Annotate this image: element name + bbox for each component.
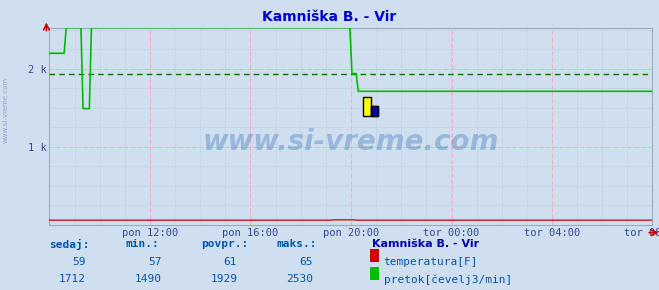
- Text: sedaj:: sedaj:: [49, 239, 90, 250]
- Text: 61: 61: [224, 257, 237, 267]
- Text: 1929: 1929: [210, 274, 237, 284]
- FancyBboxPatch shape: [370, 106, 378, 116]
- Text: min.:: min.:: [125, 239, 159, 249]
- Text: 2530: 2530: [286, 274, 313, 284]
- Text: povpr.:: povpr.:: [201, 239, 248, 249]
- Text: Kamniška B. - Vir: Kamniška B. - Vir: [372, 239, 480, 249]
- Text: pretok[čevelj3/min]: pretok[čevelj3/min]: [384, 274, 512, 284]
- Text: 57: 57: [148, 257, 161, 267]
- Text: Kamniška B. - Vir: Kamniška B. - Vir: [262, 10, 397, 24]
- Text: 1490: 1490: [134, 274, 161, 284]
- Text: 1712: 1712: [59, 274, 86, 284]
- Text: temperatura[F]: temperatura[F]: [384, 257, 478, 267]
- Text: 59: 59: [72, 257, 86, 267]
- Text: 65: 65: [300, 257, 313, 267]
- Text: www.si-vreme.com: www.si-vreme.com: [203, 128, 499, 156]
- FancyBboxPatch shape: [363, 97, 370, 116]
- Text: maks.:: maks.:: [277, 239, 317, 249]
- FancyBboxPatch shape: [370, 106, 378, 116]
- Text: www.si-vreme.com: www.si-vreme.com: [2, 77, 9, 143]
